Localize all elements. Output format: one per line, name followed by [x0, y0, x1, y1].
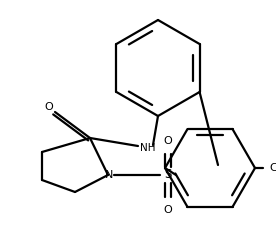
Text: N: N [105, 170, 113, 180]
Text: O: O [45, 102, 53, 112]
Text: NH: NH [140, 143, 155, 153]
Text: Cl: Cl [269, 163, 276, 173]
Text: O: O [164, 136, 172, 146]
Text: S: S [164, 168, 172, 181]
Text: O: O [164, 205, 172, 215]
